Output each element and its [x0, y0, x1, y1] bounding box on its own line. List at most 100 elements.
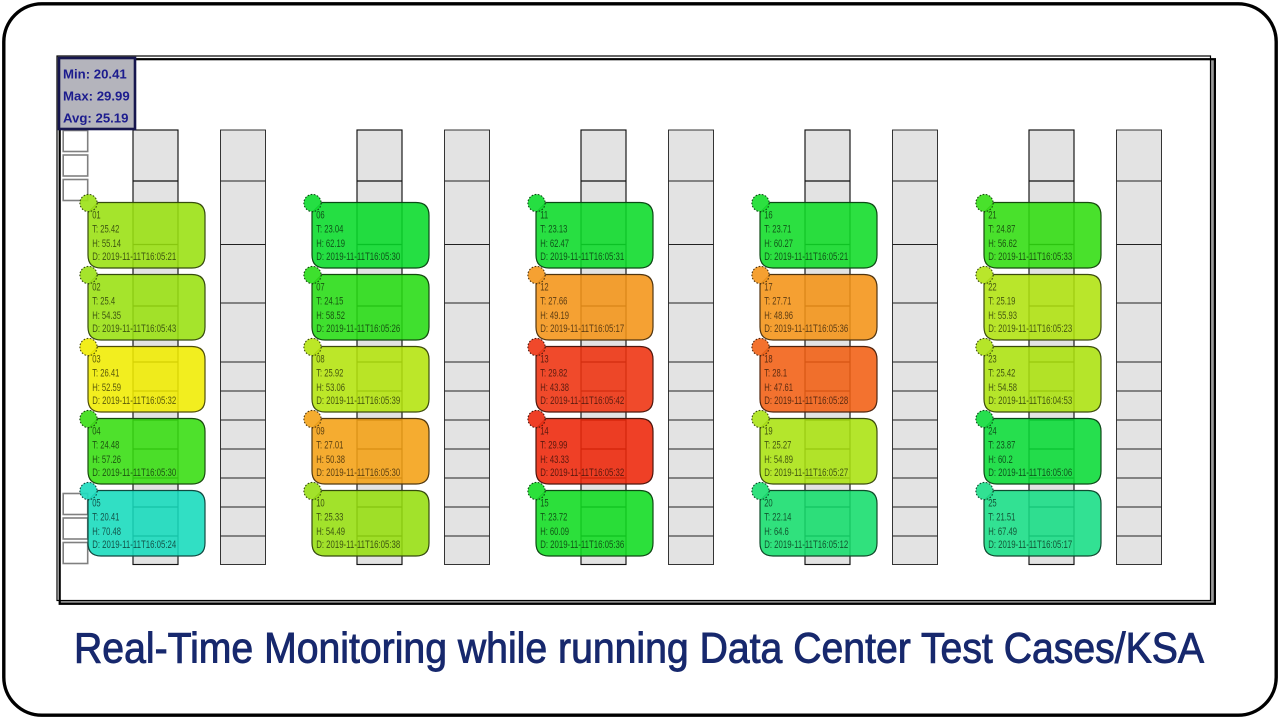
svg-text:D: 2019-11-11T16:05:12: D: 2019-11-11T16:05:12 — [764, 539, 848, 551]
svg-text:H: 43.38: H: 43.38 — [540, 382, 569, 394]
svg-text:D: 2019-11-11T16:05:42: D: 2019-11-11T16:05:42 — [540, 395, 624, 407]
svg-text:T: 20.41: T: 20.41 — [92, 512, 119, 524]
svg-text:H: 49.19: H: 49.19 — [540, 310, 569, 322]
svg-text:T: 23.04: T: 23.04 — [316, 224, 343, 236]
svg-text:H: 55.14: H: 55.14 — [92, 238, 121, 250]
svg-text:H: 47.61: H: 47.61 — [764, 382, 793, 394]
svg-text:T: 22.14: T: 22.14 — [764, 512, 791, 524]
svg-text:05: 05 — [92, 497, 101, 509]
svg-text:H: 67.49: H: 67.49 — [988, 526, 1017, 538]
svg-text:D: 2019-11-11T16:05:32: D: 2019-11-11T16:05:32 — [92, 395, 176, 407]
svg-text:T: 29.99: T: 29.99 — [540, 440, 567, 452]
svg-text:D: 2019-11-11T16:05:32: D: 2019-11-11T16:05:32 — [540, 467, 624, 479]
svg-text:D: 2019-11-11T16:05:36: D: 2019-11-11T16:05:36 — [540, 539, 624, 551]
svg-text:03: 03 — [92, 353, 101, 365]
svg-text:04: 04 — [92, 425, 101, 437]
svg-text:22: 22 — [988, 281, 997, 293]
svg-text:T: 28.1: T: 28.1 — [764, 368, 787, 380]
svg-text:T: 23.72: T: 23.72 — [540, 512, 567, 524]
svg-text:H: 62.19: H: 62.19 — [316, 238, 345, 250]
svg-text:D: 2019-11-11T16:05:31: D: 2019-11-11T16:05:31 — [540, 251, 624, 263]
svg-text:T: 24.48: T: 24.48 — [92, 440, 119, 452]
svg-text:H: 58.52: H: 58.52 — [316, 310, 345, 322]
svg-text:21: 21 — [988, 209, 997, 221]
svg-text:15: 15 — [540, 497, 549, 509]
svg-text:T: 25.42: T: 25.42 — [988, 368, 1015, 380]
svg-text:D: 2019-11-11T16:05:39: D: 2019-11-11T16:05:39 — [316, 395, 400, 407]
svg-text:T: 25.42: T: 25.42 — [92, 224, 119, 236]
svg-text:D: 2019-11-11T16:05:21: D: 2019-11-11T16:05:21 — [92, 251, 176, 263]
svg-text:H: 54.58: H: 54.58 — [988, 382, 1017, 394]
svg-text:20: 20 — [764, 497, 773, 509]
svg-text:Min: 20.41: Min: 20.41 — [63, 67, 127, 82]
svg-text:D: 2019-11-11T16:05:28: D: 2019-11-11T16:05:28 — [764, 395, 848, 407]
svg-text:T: 25.4: T: 25.4 — [92, 296, 115, 308]
svg-text:25: 25 — [988, 497, 997, 509]
svg-text:16: 16 — [764, 209, 773, 221]
svg-text:T: 23.87: T: 23.87 — [988, 440, 1015, 452]
svg-text:18: 18 — [764, 353, 773, 365]
svg-text:H: 60.2: H: 60.2 — [988, 454, 1013, 466]
svg-text:D: 2019-11-11T16:05:06: D: 2019-11-11T16:05:06 — [988, 467, 1072, 479]
svg-text:D: 2019-11-11T16:05:30: D: 2019-11-11T16:05:30 — [316, 467, 400, 479]
svg-text:D: 2019-11-11T16:05:33: D: 2019-11-11T16:05:33 — [988, 251, 1072, 263]
svg-text:Max: 29.99: Max: 29.99 — [63, 89, 130, 104]
svg-text:19: 19 — [764, 425, 773, 437]
svg-text:T: 24.87: T: 24.87 — [988, 224, 1015, 236]
svg-text:D: 2019-11-11T16:05:23: D: 2019-11-11T16:05:23 — [988, 323, 1072, 335]
svg-text:H: 70.48: H: 70.48 — [92, 526, 121, 538]
svg-text:H: 57.26: H: 57.26 — [92, 454, 121, 466]
svg-text:H: 54.49: H: 54.49 — [316, 526, 345, 538]
svg-text:H: 48.96: H: 48.96 — [764, 310, 793, 322]
svg-text:D: 2019-11-11T16:05:36: D: 2019-11-11T16:05:36 — [764, 323, 848, 335]
svg-text:D: 2019-11-11T16:05:24: D: 2019-11-11T16:05:24 — [92, 539, 176, 551]
svg-text:T: 26.41: T: 26.41 — [92, 368, 119, 380]
svg-text:H: 52.59: H: 52.59 — [92, 382, 121, 394]
svg-text:D: 2019-11-11T16:04:53: D: 2019-11-11T16:04:53 — [988, 395, 1072, 407]
svg-text:H: 55.93: H: 55.93 — [988, 310, 1017, 322]
svg-text:17: 17 — [764, 281, 773, 293]
svg-text:09: 09 — [316, 425, 325, 437]
svg-text:D: 2019-11-11T16:05:17: D: 2019-11-11T16:05:17 — [988, 539, 1072, 551]
svg-text:T: 23.71: T: 23.71 — [764, 224, 791, 236]
svg-text:Real-Time Monitoring while run: Real-Time Monitoring while running Data … — [74, 624, 1204, 672]
svg-text:T: 21.51: T: 21.51 — [988, 512, 1015, 524]
svg-text:06: 06 — [316, 209, 325, 221]
svg-text:T: 27.01: T: 27.01 — [316, 440, 343, 452]
svg-text:11: 11 — [540, 209, 548, 221]
svg-text:H: 43.33: H: 43.33 — [540, 454, 569, 466]
svg-text:H: 56.62: H: 56.62 — [988, 238, 1017, 250]
svg-text:T: 25.19: T: 25.19 — [988, 296, 1015, 308]
svg-text:02: 02 — [92, 281, 101, 293]
svg-text:T: 25.27: T: 25.27 — [764, 440, 791, 452]
svg-text:H: 62.47: H: 62.47 — [540, 238, 569, 250]
svg-text:H: 60.27: H: 60.27 — [764, 238, 793, 250]
svg-text:23: 23 — [988, 353, 997, 365]
svg-text:T: 25.33: T: 25.33 — [316, 512, 343, 524]
svg-text:H: 53.06: H: 53.06 — [316, 382, 345, 394]
svg-text:T: 23.13: T: 23.13 — [540, 224, 567, 236]
svg-text:H: 64.6: H: 64.6 — [764, 526, 789, 538]
svg-text:T: 27.66: T: 27.66 — [540, 296, 567, 308]
svg-text:H: 54.35: H: 54.35 — [92, 310, 121, 322]
svg-text:07: 07 — [316, 281, 325, 293]
svg-text:D: 2019-11-11T16:05:43: D: 2019-11-11T16:05:43 — [92, 323, 176, 335]
svg-text:H: 60.09: H: 60.09 — [540, 526, 569, 538]
svg-text:T: 25.92: T: 25.92 — [316, 368, 343, 380]
svg-text:D: 2019-11-11T16:05:21: D: 2019-11-11T16:05:21 — [764, 251, 848, 263]
svg-text:H: 54.89: H: 54.89 — [764, 454, 793, 466]
svg-text:D: 2019-11-11T16:05:26: D: 2019-11-11T16:05:26 — [316, 323, 400, 335]
svg-text:Avg: 25.19: Avg: 25.19 — [63, 111, 128, 126]
svg-text:01: 01 — [92, 209, 101, 221]
svg-text:T: 24.15: T: 24.15 — [316, 296, 343, 308]
svg-text:14: 14 — [540, 425, 549, 437]
svg-text:D: 2019-11-11T16:05:30: D: 2019-11-11T16:05:30 — [316, 251, 400, 263]
svg-text:D: 2019-11-11T16:05:38: D: 2019-11-11T16:05:38 — [316, 539, 400, 551]
svg-text:T: 27.71: T: 27.71 — [764, 296, 791, 308]
svg-text:D: 2019-11-11T16:05:17: D: 2019-11-11T16:05:17 — [540, 323, 624, 335]
svg-text:24: 24 — [988, 425, 997, 437]
svg-text:10: 10 — [316, 497, 325, 509]
svg-text:D: 2019-11-11T16:05:27: D: 2019-11-11T16:05:27 — [764, 467, 848, 479]
svg-text:13: 13 — [540, 353, 549, 365]
svg-text:08: 08 — [316, 353, 325, 365]
